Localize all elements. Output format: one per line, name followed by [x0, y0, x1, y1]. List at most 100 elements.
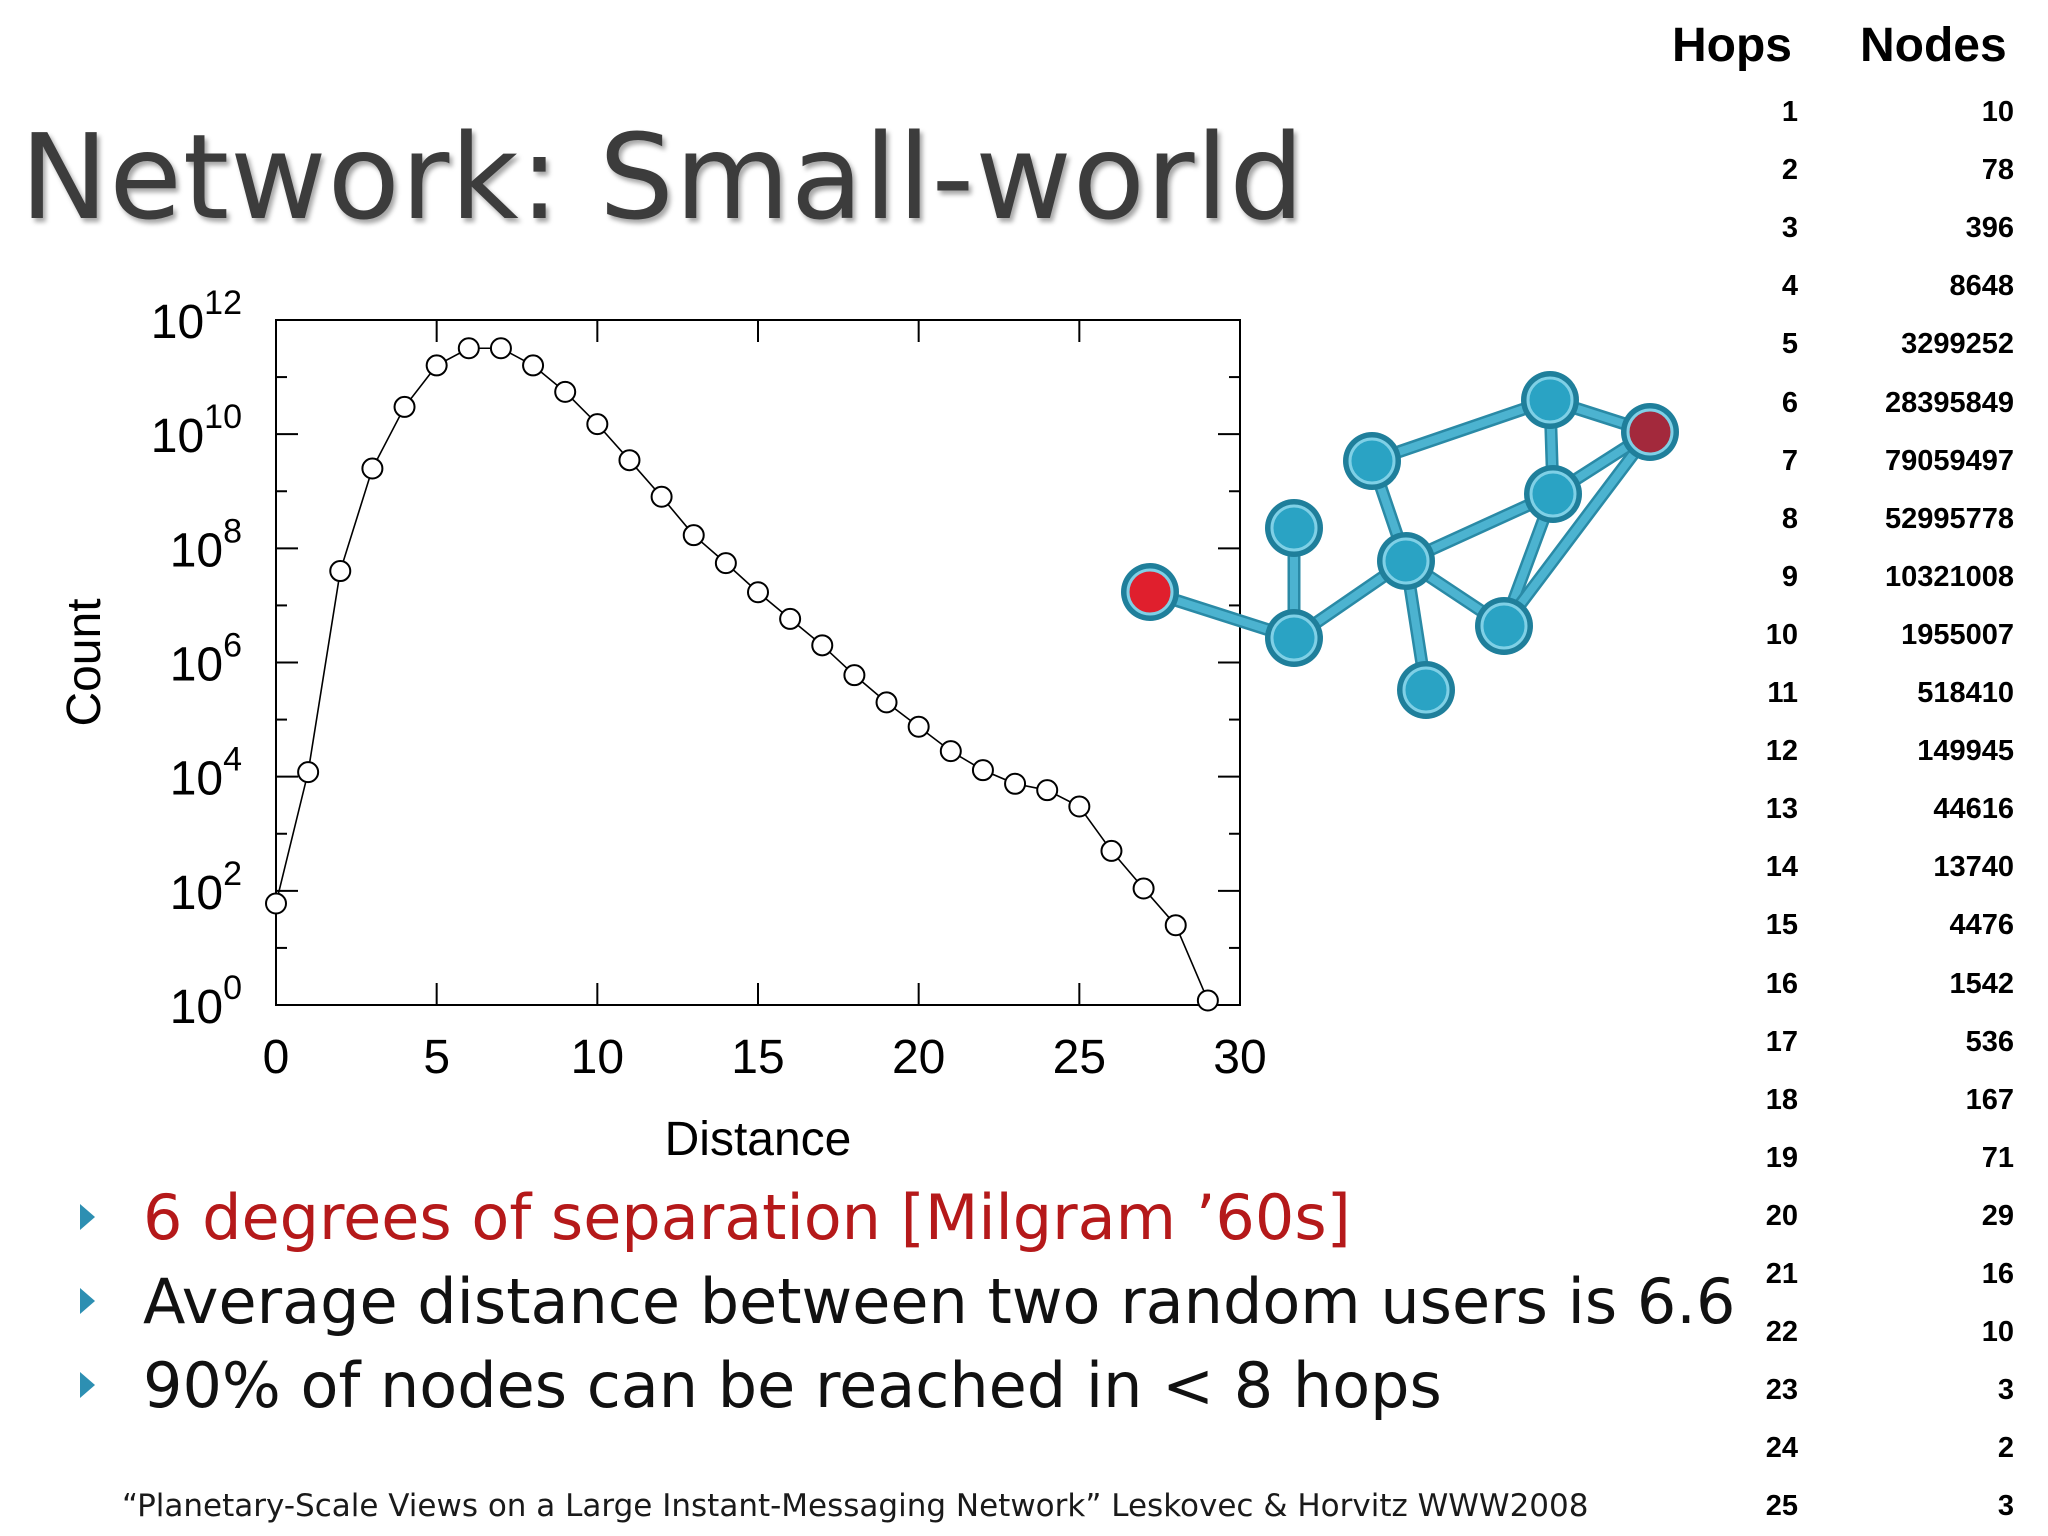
node-cell: 4476 — [1949, 909, 2014, 942]
bullet-arrow-icon — [80, 1288, 95, 1314]
node-cell: 29 — [1981, 1199, 2014, 1232]
node-cell: 79059497 — [1884, 444, 2014, 477]
node-cell: 71 — [1981, 1141, 2014, 1174]
node-cell: 167 — [1965, 1083, 2014, 1116]
distance-count-chart: 0 5 10 15 20 25 30 100 102 104 106 108 1010 1012 Dista… — [58, 284, 1267, 1166]
data-point — [907, 715, 930, 738]
data-point — [522, 354, 545, 377]
citation: “Planetary-Scale Views on a Large Instan… — [122, 1488, 1589, 1524]
slide-title: Network: Small-world — [20, 108, 1306, 246]
hop-cell: 15 — [1765, 909, 1798, 942]
data-point — [939, 740, 962, 763]
data-point — [361, 457, 384, 480]
data-point — [1068, 795, 1091, 818]
data-point — [1164, 914, 1187, 937]
node-cell: 78 — [1981, 154, 2014, 187]
node-cell: 10 — [1981, 96, 2014, 128]
hop-cell: 17 — [1765, 1025, 1798, 1058]
bullet-item: Average distance between two random user… — [80, 1259, 1735, 1343]
hop-cell: 6 — [1781, 386, 1798, 419]
node-cell: 28395849 — [1884, 386, 2014, 419]
hop-cell: 3 — [1781, 212, 1798, 245]
y-tick-label: 1012 — [151, 284, 242, 349]
node-cell: 2 — [1997, 1432, 2014, 1465]
y-tick-label: 100 — [170, 969, 242, 1034]
node-cell: 1955007 — [1901, 618, 2014, 651]
bullet-text: 90% of nodes can be reached in < 8 hops — [143, 1348, 1442, 1422]
y-tick-label: 106 — [170, 627, 242, 692]
y-tick-label: 104 — [170, 741, 242, 806]
hop-cell: 12 — [1765, 735, 1798, 768]
x-tick-label: 5 — [423, 1031, 450, 1084]
x-tick-label: 20 — [892, 1031, 945, 1084]
data-point — [971, 759, 994, 782]
target-node — [1626, 408, 1674, 456]
network-node — [1529, 470, 1577, 518]
node-cell: 3 — [1997, 1490, 2014, 1523]
hop-cell: 1 — [1781, 96, 1798, 128]
hop-cell: 24 — [1765, 1432, 1798, 1465]
node-cell: 518410 — [1917, 677, 2014, 709]
hop-cell: 7 — [1781, 444, 1798, 477]
series-line — [275, 347, 1209, 1001]
bullet-text: Average distance between two random user… — [143, 1264, 1736, 1338]
y-axis-label: Count — [58, 598, 111, 726]
bullet-arrow-icon — [80, 1372, 95, 1398]
hop-cell: 16 — [1765, 967, 1798, 1000]
node-cell: 10321008 — [1884, 560, 2014, 593]
hop-cell: 13 — [1765, 793, 1798, 826]
bullet-list: 6 degrees of separation [Milgram ’60s] A… — [80, 1175, 1735, 1427]
bullet-item: 90% of nodes can be reached in < 8 hops — [80, 1343, 1735, 1427]
data-point — [875, 691, 898, 714]
data-point — [714, 552, 737, 575]
node-cell: 13740 — [1933, 851, 2014, 884]
node-cell: 52995778 — [1884, 502, 2014, 535]
data-point — [1100, 839, 1123, 862]
bullet-item: 6 degrees of separation [Milgram ’60s] — [80, 1175, 1735, 1259]
node-cell: 1542 — [1949, 967, 2014, 1000]
network-edge-highlight — [1368, 396, 1554, 465]
node-cell: 3 — [1997, 1374, 2014, 1407]
hops-header: Hops — [1672, 19, 1792, 72]
x-axis-label: Distance — [665, 1113, 852, 1166]
data-point — [1132, 877, 1155, 900]
network-node — [1526, 376, 1574, 424]
data-point — [489, 337, 512, 360]
network-node — [1348, 437, 1396, 485]
node-cell: 8648 — [1949, 270, 2014, 303]
hop-cell: 22 — [1765, 1316, 1798, 1349]
hop-cell: 19 — [1765, 1141, 1798, 1174]
network-node — [1402, 666, 1450, 714]
x-tick-label: 25 — [1053, 1031, 1106, 1084]
hop-cell: 5 — [1781, 328, 1798, 361]
hop-cell: 25 — [1765, 1490, 1798, 1523]
hop-cell: 14 — [1765, 851, 1798, 884]
node-cell: 44616 — [1933, 793, 2014, 826]
x-tick-label: 10 — [571, 1031, 624, 1084]
data-point — [554, 380, 577, 403]
hop-cell: 4 — [1781, 270, 1798, 303]
x-tick-label: 0 — [263, 1031, 290, 1084]
bullet-text: 6 degrees of separation [Milgram ’60s] — [143, 1180, 1351, 1254]
x-tick-label: 30 — [1213, 1031, 1266, 1084]
hop-cell: 10 — [1765, 618, 1798, 651]
bullet-arrow-icon — [80, 1204, 95, 1230]
data-point — [1004, 772, 1027, 795]
data-point — [457, 337, 480, 360]
y-tick-label: 108 — [170, 512, 242, 577]
hop-cell: 20 — [1765, 1199, 1798, 1232]
data-point — [682, 524, 705, 547]
data-point — [811, 634, 834, 657]
hop-cell: 18 — [1765, 1083, 1798, 1116]
data-point — [1196, 989, 1219, 1012]
hop-cell: 11 — [1767, 677, 1798, 709]
data-point — [393, 395, 416, 418]
nodes-header: Nodes — [1860, 19, 2007, 72]
network-node — [1382, 537, 1430, 585]
data-point — [650, 485, 673, 508]
node-cell: 3299252 — [1901, 328, 2014, 361]
network-node — [1270, 614, 1318, 662]
node-cell: 536 — [1965, 1025, 2014, 1058]
plot-frame — [275, 319, 1241, 1006]
y-tick-label: 102 — [170, 855, 242, 920]
